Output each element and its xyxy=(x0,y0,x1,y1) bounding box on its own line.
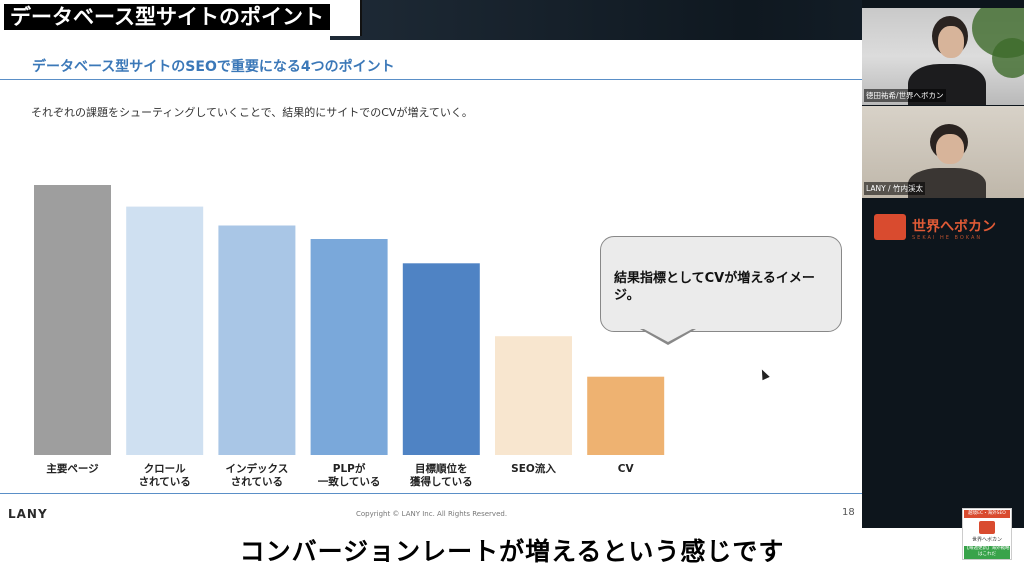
slide-subtitle: それぞれの課題をシューティングしていくことで、結果的にサイトでのCVが増えていく… xyxy=(31,106,473,119)
callout-bubble xyxy=(600,236,842,332)
brand-logo-text: LANY xyxy=(8,507,48,521)
badge-top-label: 越境EC・海外SEO xyxy=(964,510,1010,518)
bar-label-2: されている xyxy=(139,476,191,488)
page-number: 18 xyxy=(842,507,855,518)
bar-label-1: 主要ページ xyxy=(46,462,99,475)
bar-label-6: SEO流入 xyxy=(511,462,556,475)
webcam-feed-1: 徳田祐希/世界へボカン xyxy=(862,8,1024,105)
badge-name: 世界へボカン xyxy=(971,537,1002,543)
funnel-bar-chart: 主要ページ クロールされているインデックスされているPLPが一致している目標順位を… xyxy=(34,185,665,488)
slide-title: データベース型サイトのSEOで重要になる4つのポイント xyxy=(32,59,395,75)
channel-logo: 世界へボカン SEKAI HE BOKAN xyxy=(870,206,1018,244)
badge-bottom-label: 【毎週更新】海外戦略はこれだ xyxy=(964,546,1010,559)
bar-label-3: されている xyxy=(231,476,283,488)
person-face xyxy=(938,26,964,58)
bar-7 xyxy=(587,376,665,455)
bar-5 xyxy=(402,263,480,455)
webcam-name-label: 徳田祐希/世界へボカン xyxy=(864,89,946,102)
logo-mark-icon xyxy=(874,214,906,240)
presentation-slide: データベース型サイトのSEOで重要になる4つのポイント それぞれの課題をシューテ… xyxy=(0,40,862,528)
bar-label-2: クロール xyxy=(144,463,186,475)
logo-subtext: SEKAI HE BOKAN xyxy=(912,235,983,241)
bar-3 xyxy=(218,225,296,455)
bar-label-5: 獲得している xyxy=(410,475,473,488)
slide-header: データベース型サイトのSEOで重要になる4つのポイント xyxy=(0,44,862,80)
callout-text: 結果指標としてCVが増えるイメージ。 xyxy=(614,271,815,303)
callout-tail-fill xyxy=(642,328,694,342)
channel-badge[interactable]: 越境EC・海外SEO 世界へボカン 【毎週更新】海外戦略はこれだ xyxy=(962,508,1012,560)
bar-1 xyxy=(34,185,111,455)
badge-logo-icon xyxy=(979,521,995,534)
person-face xyxy=(936,134,964,164)
video-caption: コンバージョンレートが増えるという感じです xyxy=(239,537,785,566)
bar-label-5: 目標順位を xyxy=(415,462,468,475)
bar-label-3: インデックス xyxy=(226,462,289,475)
logo-text: 世界へボカン xyxy=(912,219,996,235)
bar-label-4: 一致している xyxy=(318,475,381,488)
webcam-name-label: LANY / 竹内渓太 xyxy=(864,182,925,195)
bar-4 xyxy=(310,239,388,455)
video-title-banner: データベース型サイトのポイント xyxy=(0,0,362,36)
bar-label-7: CV xyxy=(618,463,635,475)
bar-6 xyxy=(495,336,572,455)
slide-footer-line xyxy=(0,493,862,494)
copyright-text: Copyright © LANY Inc. All Rights Reserve… xyxy=(356,510,508,518)
webcam-feed-2: LANY / 竹内渓太 xyxy=(862,106,1024,198)
plant-decoration xyxy=(992,38,1024,78)
video-title-text: データベース型サイトのポイント xyxy=(4,4,330,30)
bar-2 xyxy=(126,206,204,455)
bar-label-4: PLPが xyxy=(333,462,366,475)
